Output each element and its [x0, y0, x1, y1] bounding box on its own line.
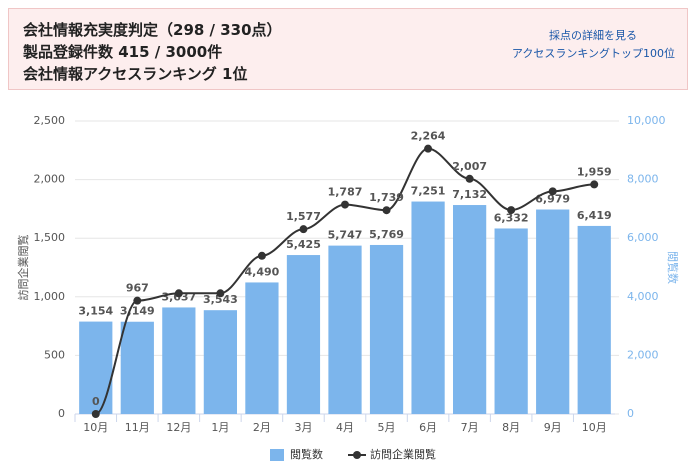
- x-tick-label: 7月: [461, 421, 479, 434]
- line-value-label: 2,264: [411, 130, 446, 143]
- x-tick-label: 5月: [378, 421, 396, 434]
- x-tick-label: 8月: [502, 421, 520, 434]
- x-tick-label: 2月: [253, 421, 271, 434]
- bar: [79, 321, 113, 414]
- bar: [120, 321, 154, 414]
- y-tick-label: 1,500: [34, 231, 66, 244]
- y2-tick-label: 2,000: [627, 348, 659, 361]
- header-line: 製品登録件数 415 / 3000件: [23, 43, 223, 61]
- link[interactable]: アクセスランキングトップ100位: [511, 47, 675, 60]
- y2-tick-label: 8,000: [627, 173, 659, 186]
- line-point: [216, 289, 225, 298]
- x-tick-label: 12月: [166, 421, 191, 434]
- line-point: [548, 187, 557, 196]
- line-value-label: 1,577: [286, 210, 321, 223]
- legend: 閲覧数 訪問企業閲覧: [270, 447, 436, 461]
- bar: [494, 228, 528, 414]
- line-point: [91, 410, 100, 418]
- bar-value-label: 6,419: [577, 209, 612, 222]
- x-tick-label: 4月: [336, 421, 354, 434]
- bar: [369, 244, 404, 414]
- bar-value-label: 7,251: [411, 185, 446, 198]
- x-tick-label: 11月: [125, 421, 150, 434]
- line-point: [465, 174, 474, 183]
- bar-value-label: 5,769: [369, 228, 404, 241]
- y2-tick-label: 10,000: [627, 114, 666, 127]
- line-point: [257, 251, 266, 260]
- header-box: 会社情報充実度判定（298 / 330点） 製品登録件数 415 / 3000件…: [8, 8, 688, 90]
- x-tick-label: 3月: [294, 421, 312, 434]
- bar-value-label: 5,425: [286, 238, 321, 251]
- bar-value-label: 6,332: [494, 211, 529, 224]
- header-line: 会社情報充実度判定（298 / 330点）: [23, 21, 282, 39]
- legend-label: 閲覧数: [290, 447, 323, 461]
- x-tick-label: 10月: [83, 421, 108, 434]
- line-point: [133, 296, 142, 305]
- bar: [245, 282, 279, 414]
- link[interactable]: 採点の詳細を見る: [549, 29, 637, 42]
- line-point: [174, 289, 183, 298]
- line-value-label: 1,739: [369, 191, 404, 204]
- bar-value-label: 3,154: [78, 305, 113, 318]
- line-point: [424, 144, 433, 153]
- y-tick-label: 500: [44, 348, 65, 361]
- y-tick-label: 0: [58, 407, 65, 420]
- bar: [162, 307, 196, 414]
- legend-swatch: [270, 449, 284, 461]
- line-point: [590, 180, 599, 189]
- y2-tick-label: 6,000: [627, 231, 659, 244]
- bar: [203, 310, 237, 414]
- line-point: [507, 206, 516, 215]
- y-tick-label: 1,000: [34, 290, 66, 303]
- y-tick-label: 2,500: [34, 114, 66, 127]
- x-tick-label: 6月: [419, 421, 437, 434]
- line-point: [299, 225, 308, 234]
- x-tick-label: 9月: [544, 421, 562, 434]
- bar: [328, 245, 362, 414]
- line-value-label: 0: [92, 395, 100, 408]
- bar-value-label: 4,490: [245, 265, 280, 278]
- legend-label: 訪問企業閲覧: [370, 447, 436, 461]
- bar-value-label: 3,149: [120, 305, 155, 318]
- bar: [453, 205, 487, 414]
- bar: [577, 225, 611, 414]
- x-tick-label: 10月: [582, 421, 607, 434]
- legend-swatch: [353, 451, 361, 459]
- y-tick-label: 2,000: [34, 173, 66, 186]
- line-value-label: 1,959: [577, 165, 612, 178]
- line-point: [382, 206, 391, 215]
- bar: [286, 255, 321, 414]
- bar: [411, 201, 445, 414]
- bar-value-label: 7,132: [452, 188, 487, 201]
- bar-value-label: 5,747: [328, 229, 363, 242]
- x-tick-label: 1月: [211, 421, 229, 434]
- line-point: [341, 200, 349, 209]
- line-value-label: 1,787: [328, 186, 363, 199]
- bar: [536, 209, 570, 414]
- bar-value-label: 6,979: [535, 193, 570, 206]
- header-line: 会社情報アクセスランキング 1位: [23, 65, 248, 83]
- y2-axis-label: 閲覧数: [666, 251, 680, 284]
- y2-tick-label: 4,000: [627, 290, 659, 303]
- line-value-label: 2,007: [452, 160, 487, 173]
- line-value-label: 967: [126, 282, 149, 295]
- y2-tick-label: 0: [627, 407, 634, 420]
- y-axis-label: 訪問企業閲覧: [16, 235, 30, 301]
- bar-value-label: 3,543: [203, 293, 238, 306]
